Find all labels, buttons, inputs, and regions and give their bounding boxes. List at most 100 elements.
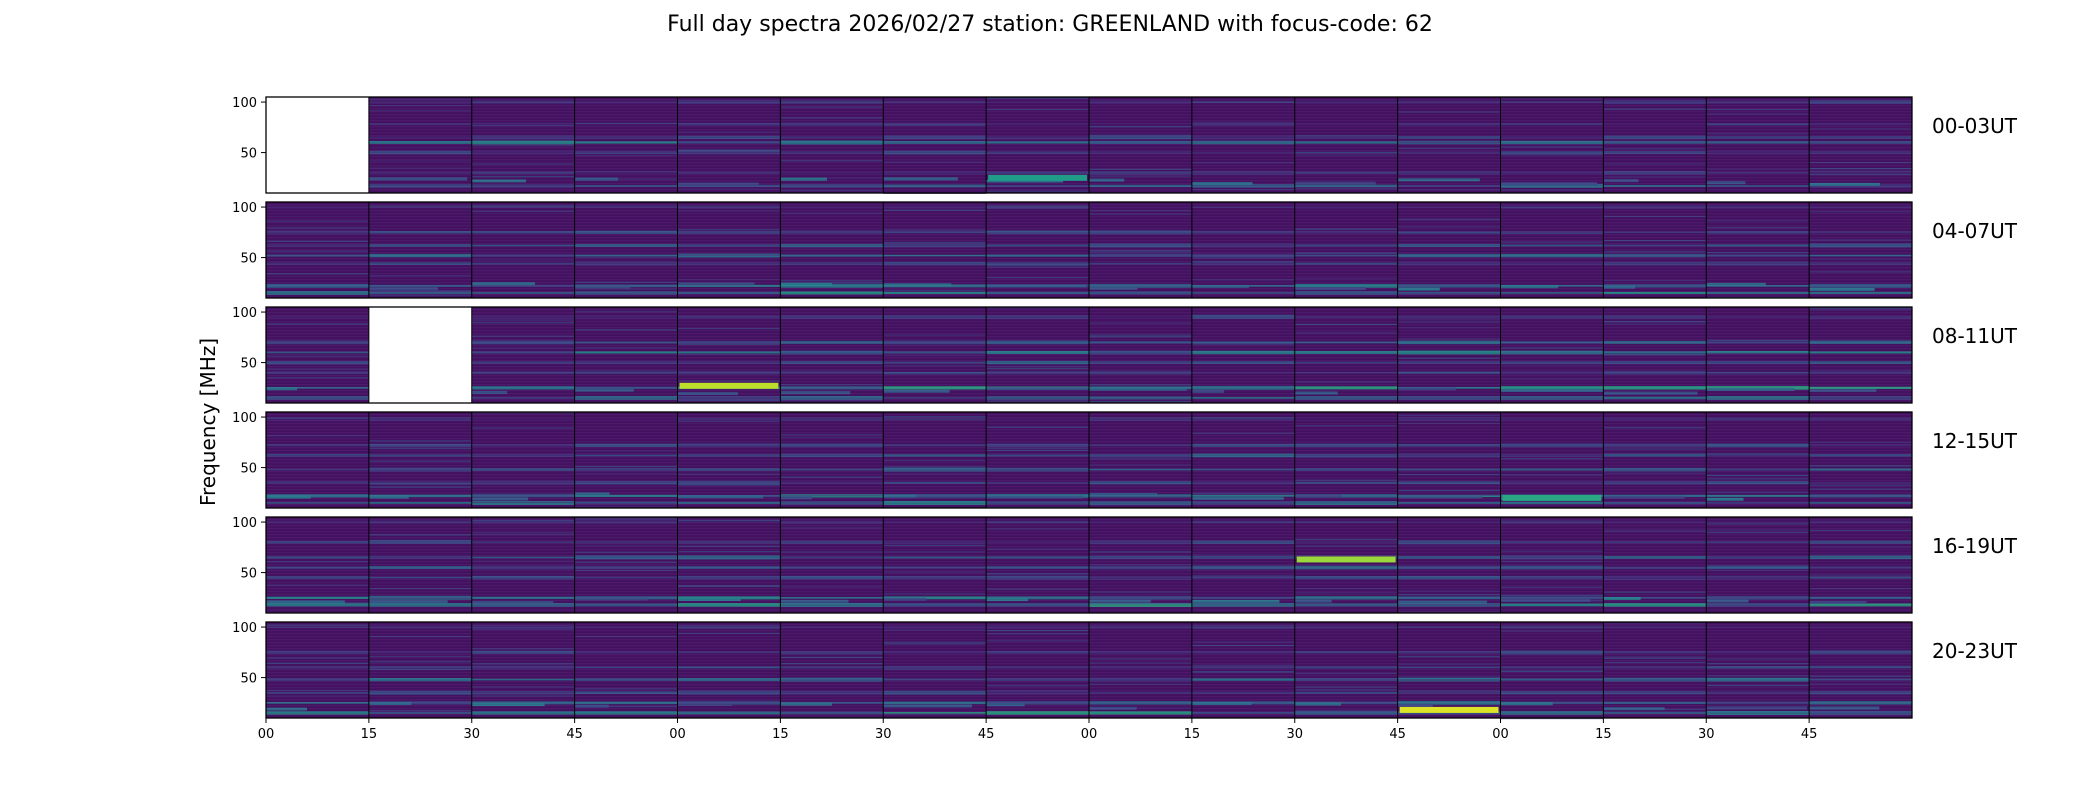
panel-texture: [883, 412, 987, 508]
panel-texture: [266, 202, 369, 298]
panel-texture: [574, 622, 678, 718]
panel-texture: [677, 622, 781, 718]
spectrum-panel: [1089, 202, 1192, 298]
row-frame: [265, 96, 1913, 194]
panel-texture: [986, 202, 1089, 298]
hotspot-band: [1502, 494, 1602, 501]
panel-texture: [883, 202, 987, 298]
y-tick-label: 50: [240, 462, 257, 477]
spectrum-panel: [1500, 202, 1604, 298]
spectrum-panel: [883, 412, 987, 508]
panel-texture: [471, 622, 575, 718]
panel-texture: [986, 412, 1089, 508]
spectrum-panel: [368, 307, 472, 403]
spectrum-panel: [1397, 412, 1501, 508]
spectrum-panel: [1706, 517, 1810, 613]
spectrum-panel: [780, 517, 884, 613]
panel-texture: [471, 517, 575, 613]
spectrum-panel: [1500, 412, 1604, 508]
spectrum-panel: [368, 517, 472, 613]
spectrum-panel: [1809, 202, 1912, 298]
spectrum-panel: [574, 97, 678, 193]
y-tick-label: 100: [232, 201, 257, 216]
x-tick-label: 45: [1801, 727, 1818, 742]
panel-texture: [1603, 97, 1707, 193]
spectrum-panel: [986, 622, 1089, 718]
spectrum-panel: [1397, 97, 1501, 193]
spectrum-panel: [677, 202, 781, 298]
missing-panel: [368, 307, 472, 403]
spectrum-panel: [471, 97, 575, 193]
spectrum-panel: [1191, 307, 1295, 403]
x-tick-label: 15: [1184, 727, 1201, 742]
spectrum-panel: [1706, 202, 1810, 299]
spectrum-panel: [471, 517, 575, 613]
hotspot-band: [1296, 556, 1396, 563]
panel-texture: [1706, 412, 1810, 508]
panel-texture: [1500, 517, 1604, 613]
spectra-row: 100 50 00-03UT: [232, 96, 2018, 194]
panel-texture: [883, 97, 987, 193]
panel-texture: [986, 622, 1089, 718]
panel-texture: [1706, 202, 1810, 298]
spectrum-panel: [677, 517, 781, 613]
hotspot-band: [988, 174, 1087, 181]
spectrum-panel: [471, 622, 575, 718]
panel-texture: [1706, 307, 1810, 403]
panel-texture: [1191, 412, 1295, 508]
spectrum-panel: [1603, 202, 1707, 298]
spectrum-panel: [1294, 622, 1398, 718]
panel-texture: [1294, 307, 1398, 403]
panel-texture: [1500, 412, 1604, 508]
panel-texture: [1294, 622, 1398, 718]
row-time-label: 04-07UT: [1932, 219, 2018, 243]
panel-texture: [1294, 97, 1398, 193]
spectrum-panel: [1706, 412, 1810, 508]
spectrum-panel: [1397, 202, 1501, 298]
hotspot-band: [1399, 706, 1499, 713]
panel-texture: [368, 517, 472, 613]
panel-texture: [574, 412, 678, 508]
panel-texture: [677, 412, 781, 508]
panel-texture: [986, 307, 1089, 403]
panel-texture: [780, 307, 884, 403]
spectrum-panel: [1603, 307, 1707, 403]
spectrum-panel: [883, 307, 987, 403]
panel-texture: [266, 412, 369, 508]
spectrum-panel: [1706, 307, 1810, 403]
panel-texture: [1089, 97, 1192, 193]
panel-texture: [883, 307, 987, 403]
spectrum-panel: [1809, 97, 1912, 193]
spectrum-panel: [266, 517, 369, 614]
panel-texture: [986, 517, 1089, 613]
panel-texture: [1397, 97, 1501, 193]
spectrum-panel: [677, 622, 781, 718]
panel-texture: [1809, 97, 1912, 193]
panel-texture: [1294, 202, 1398, 298]
panel-texture: [780, 517, 884, 613]
spectrum-panel: [1191, 412, 1295, 508]
panel-texture: [780, 202, 884, 298]
panel-texture: [1089, 517, 1192, 613]
panel-texture: [471, 97, 575, 193]
spectrum-panel: [368, 97, 472, 193]
spectrum-panel: [1089, 97, 1192, 193]
panel-texture: [1809, 307, 1912, 403]
x-tick-label: 00: [669, 727, 686, 742]
panel-texture: [574, 307, 678, 403]
panel-texture: [368, 622, 472, 718]
spectrum-panel: [883, 202, 987, 298]
y-tick-label: 100: [232, 96, 257, 111]
panel-texture: [883, 622, 987, 718]
panel-texture: [266, 622, 369, 718]
y-tick-label: 50: [240, 147, 257, 162]
panel-texture: [1089, 412, 1192, 508]
spectrum-panel: [1500, 307, 1604, 403]
spectrum-panel: [1706, 622, 1810, 718]
spectrum-panel: [1603, 412, 1707, 508]
panel-texture: [780, 412, 884, 508]
panel-texture: [1809, 412, 1912, 508]
row-frame: [265, 306, 1913, 404]
panel-texture: [1191, 622, 1295, 718]
